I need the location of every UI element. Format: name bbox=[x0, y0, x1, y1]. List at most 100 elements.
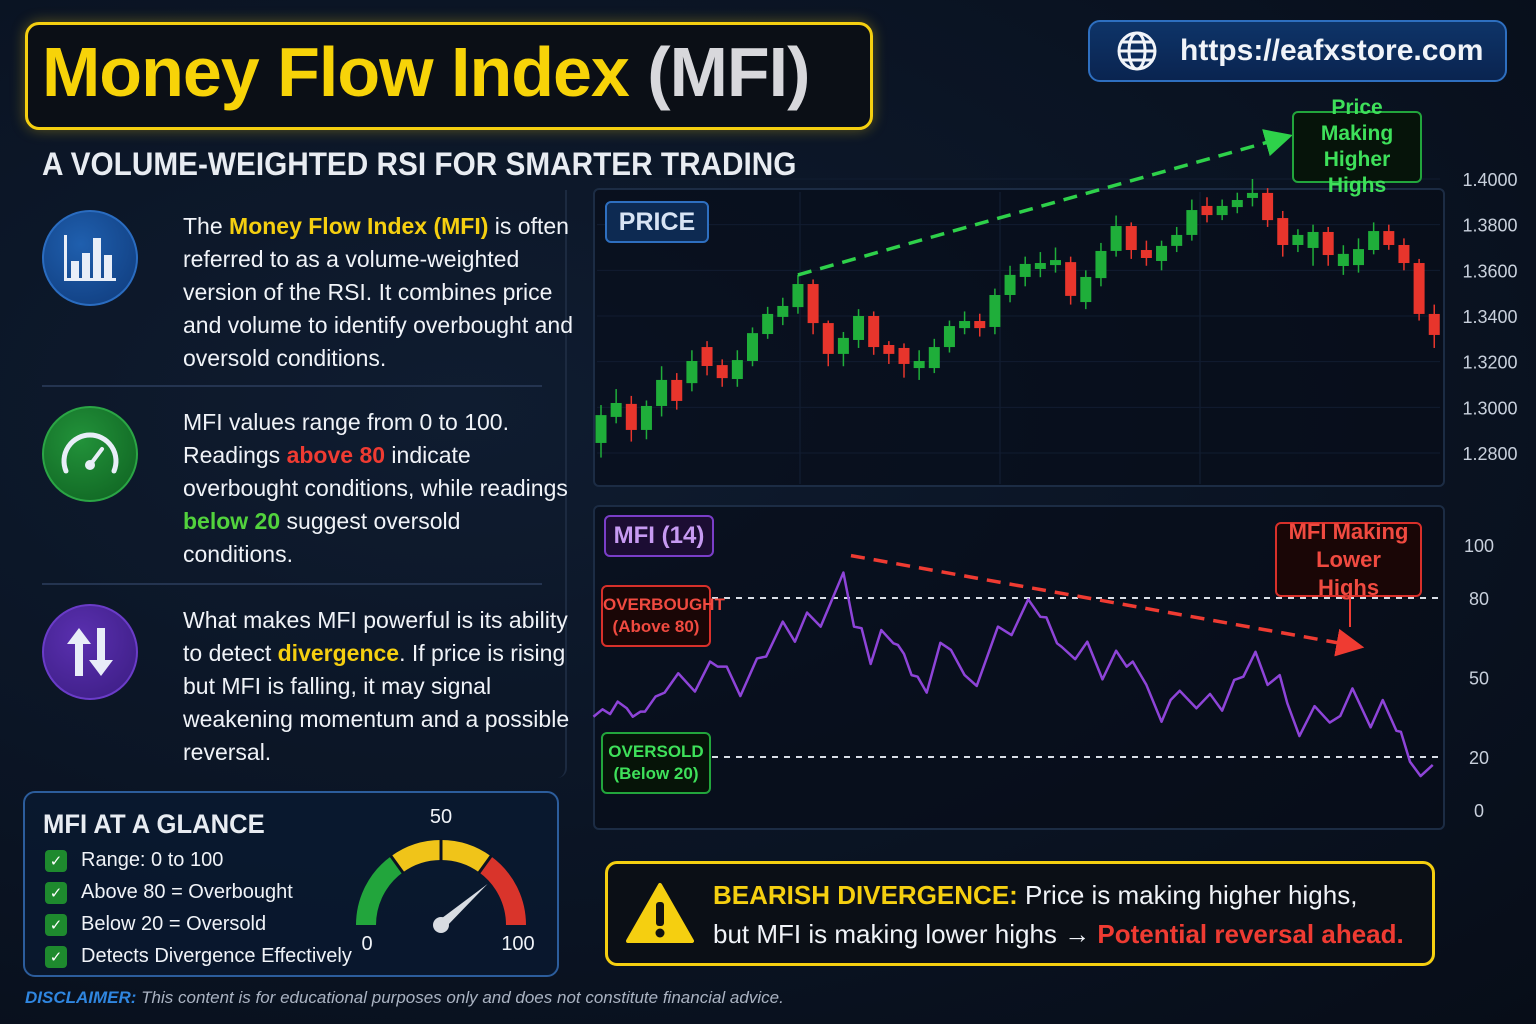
candle bbox=[1201, 197, 1213, 223]
candle-body bbox=[1110, 226, 1122, 251]
disclaimer: DISCLAIMER: This content is for educatio… bbox=[25, 988, 784, 1007]
highlight-divergence: divergence bbox=[277, 640, 400, 666]
subtitle: A VOLUME-WEIGHTED RSI FOR SMARTER TRADIN… bbox=[42, 146, 797, 182]
candle-body bbox=[959, 321, 971, 329]
mfi-tick-label: 0 bbox=[1474, 801, 1484, 821]
candle-body bbox=[1156, 245, 1168, 261]
candle-body bbox=[1080, 276, 1092, 303]
candle-body bbox=[671, 379, 683, 401]
candle-body bbox=[1186, 210, 1198, 235]
candle bbox=[943, 320, 955, 353]
candle-body bbox=[913, 360, 925, 369]
gauge-divider bbox=[477, 854, 493, 875]
candle bbox=[1337, 245, 1349, 275]
mfi-tick-label: 100 bbox=[1464, 536, 1494, 556]
highlight-mfi: Money Flow Index (MFI) bbox=[229, 213, 489, 239]
candle-body bbox=[1428, 313, 1440, 335]
candle-body bbox=[1398, 244, 1410, 264]
candle bbox=[1398, 238, 1410, 271]
overbought-tag: OVERBOUGHT (Above 80) bbox=[601, 585, 725, 647]
title-abbr: (MFI) bbox=[647, 33, 810, 111]
candle bbox=[1095, 242, 1107, 287]
definition-text: The Money Flow Index (MFI) is often refe… bbox=[183, 213, 573, 371]
candle-body bbox=[807, 284, 819, 324]
candle-body bbox=[1201, 205, 1213, 216]
title-main: Money Flow Index bbox=[42, 33, 630, 111]
candle-body bbox=[989, 294, 1001, 327]
gauge-segment bbox=[356, 856, 404, 926]
candle bbox=[1231, 192, 1243, 214]
candle-body bbox=[868, 316, 880, 348]
candle bbox=[701, 341, 713, 376]
price-tick-label: 1.3400 bbox=[1462, 307, 1517, 327]
candle bbox=[1050, 247, 1061, 273]
candle-body bbox=[898, 347, 910, 364]
gauge-segment bbox=[478, 856, 526, 926]
candle bbox=[686, 350, 698, 392]
website-url[interactable]: https://eafxstore.com bbox=[1180, 34, 1484, 67]
candle bbox=[807, 279, 819, 335]
oversold-tag: OVERSOLD (Below 20) bbox=[601, 732, 711, 794]
price-tick-label: 1.3600 bbox=[1462, 261, 1517, 281]
website-link[interactable]: https://eafxstore.com bbox=[1088, 20, 1507, 82]
candle bbox=[822, 320, 834, 367]
candle-body bbox=[1292, 234, 1304, 245]
candle bbox=[1353, 238, 1364, 273]
candle-body bbox=[656, 379, 668, 406]
candle bbox=[625, 395, 637, 442]
candle bbox=[595, 405, 607, 458]
mfi-trend-arrow bbox=[850, 553, 1365, 657]
candle bbox=[1262, 188, 1274, 227]
candle-body bbox=[1216, 205, 1228, 216]
candle bbox=[792, 274, 804, 314]
glance-item: ✓ Below 20 = Oversold bbox=[45, 913, 266, 936]
warning-icon bbox=[626, 883, 694, 943]
price-label: PRICE bbox=[605, 201, 709, 243]
candle-body bbox=[1262, 192, 1274, 221]
candle bbox=[1428, 304, 1440, 348]
up-down-arrows-icon bbox=[42, 604, 138, 700]
gauge-needle bbox=[437, 883, 488, 929]
title-frame bbox=[25, 22, 873, 130]
price-tick-label: 1.3200 bbox=[1462, 353, 1517, 373]
candle-body bbox=[974, 321, 986, 329]
divergence-text: What makes MFI powerful is its ability t… bbox=[183, 607, 570, 765]
gauge-icon bbox=[42, 406, 138, 502]
candle-body bbox=[822, 323, 834, 354]
candle-body bbox=[762, 313, 774, 335]
price-tick-label: 1.2800 bbox=[1462, 444, 1517, 464]
candle bbox=[1171, 226, 1183, 253]
candle bbox=[853, 309, 865, 348]
divider bbox=[42, 583, 542, 585]
candle-body bbox=[1353, 249, 1364, 266]
candle-body bbox=[1322, 231, 1334, 256]
candle bbox=[1413, 258, 1425, 321]
candle bbox=[1216, 199, 1228, 221]
info-panel: The Money Flow Index (MFI) is often refe… bbox=[22, 190, 573, 778]
candle-body bbox=[928, 347, 940, 369]
checkmark-icon: ✓ bbox=[45, 881, 67, 904]
highlight-below-20: below 20 bbox=[183, 508, 281, 534]
highlight-above-80: above 80 bbox=[286, 442, 386, 468]
banner-label: BEARISH DIVERGENCE: bbox=[713, 880, 1018, 910]
candle-body bbox=[883, 344, 895, 354]
candle-body bbox=[701, 347, 713, 367]
candle-body bbox=[1125, 226, 1137, 251]
candle-body bbox=[1095, 250, 1107, 279]
candle-body bbox=[716, 365, 728, 379]
globe-icon bbox=[1117, 31, 1157, 71]
candle bbox=[1156, 240, 1168, 271]
candle bbox=[928, 338, 940, 374]
bar-chart-icon bbox=[42, 210, 138, 306]
candle bbox=[1307, 224, 1319, 266]
candle bbox=[610, 389, 622, 424]
candle bbox=[974, 313, 986, 337]
gauge bbox=[356, 839, 526, 933]
gauge-mid-label: 50 bbox=[430, 806, 452, 828]
candle-body bbox=[625, 403, 637, 430]
mfi-annotation: MFI Making Lower Highs bbox=[1275, 519, 1422, 600]
candle bbox=[1246, 179, 1258, 207]
candle-body bbox=[1004, 274, 1016, 295]
candle-body bbox=[777, 305, 789, 317]
candle bbox=[747, 327, 758, 367]
